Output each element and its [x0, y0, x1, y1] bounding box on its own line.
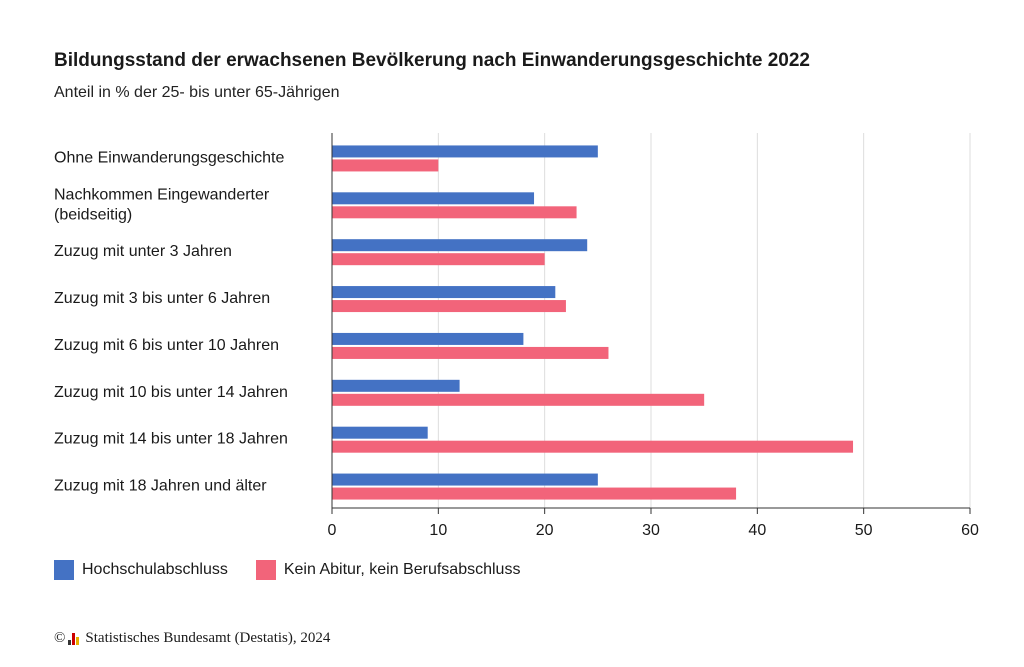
x-tick-label-60: 60	[961, 522, 979, 539]
category-label-7: Zuzug mit 18 Jahren und älter	[54, 478, 267, 495]
bar-hochschul-4	[332, 332, 524, 345]
x-tick-label-20: 20	[536, 522, 554, 539]
source-text: Statistisches Bundesamt (Destatis), 2024	[85, 630, 331, 646]
category-label-3: Zuzug mit 3 bis unter 6 Jahren	[54, 290, 270, 307]
category-label-5: Zuzug mit 10 bis unter 14 Jahren	[54, 384, 288, 401]
bar-kein-abitur-5	[332, 393, 705, 406]
category-label-4: Zuzug mit 6 bis unter 10 Jahren	[54, 337, 279, 354]
chart-subtitle: Anteil in % der 25- bis unter 65-Jährige…	[54, 84, 340, 101]
legend-item-kein-abitur: Kein Abitur, kein Berufsabschluss	[255, 560, 521, 580]
destatis-logo-icon	[68, 632, 80, 645]
chart-title: Bildungsstand der erwachsenen Bevölkerun…	[54, 50, 810, 71]
category-label-0: Ohne Einwanderungsgeschichte	[54, 149, 284, 166]
source-footer: © Statistisches Bundesamt (Destatis), 20…	[54, 630, 330, 647]
bar-kein-abitur-2	[332, 253, 545, 266]
category-label-1-line-0: Nachkommen Eingewanderter	[54, 186, 270, 203]
legend-item-hochschul: Hochschulabschluss	[54, 560, 228, 580]
bar-kein-abitur-3	[332, 300, 566, 313]
legend-label-kein-abitur: Kein Abitur, kein Berufsabschluss	[283, 561, 521, 578]
bar-kein-abitur-6	[332, 440, 854, 453]
legend-swatch-kein-abitur	[255, 560, 276, 580]
category-label-6: Zuzug mit 14 bis unter 18 Jahren	[54, 431, 288, 448]
x-tick-label-30: 30	[642, 522, 660, 539]
x-tick-label-50: 50	[855, 522, 873, 539]
x-tick-label-10: 10	[429, 522, 447, 539]
bar-hochschul-7	[332, 473, 598, 486]
legend-swatch-hochschul	[54, 560, 74, 580]
bar-hochschul-5	[332, 379, 460, 392]
bar-hochschul-6	[332, 426, 428, 439]
bar-kein-abitur-0	[332, 159, 439, 172]
bar-kein-abitur-1	[332, 206, 577, 219]
bar-hochschul-2	[332, 239, 588, 252]
bar-chart: Ohne Einwanderungsgeschichte Nachkommen E…	[54, 133, 979, 539]
copyright-symbol: ©	[54, 630, 66, 646]
bar-kein-abitur-7	[332, 487, 737, 500]
bar-kein-abitur-4	[332, 346, 609, 359]
legend-label-hochschul: Hochschulabschluss	[82, 561, 228, 578]
bar-hochschul-0	[332, 145, 598, 158]
legend: Hochschulabschluss Kein Abitur, kein Ber…	[54, 560, 548, 580]
x-tick-label-40: 40	[748, 522, 766, 539]
x-tick-label-0: 0	[328, 522, 337, 539]
bar-hochschul-1	[332, 192, 535, 205]
bar-hochschul-3	[332, 286, 556, 299]
category-label-2: Zuzug mit unter 3 Jahren	[54, 243, 232, 260]
category-label-1-line-1: (beidseitig)	[54, 206, 132, 223]
